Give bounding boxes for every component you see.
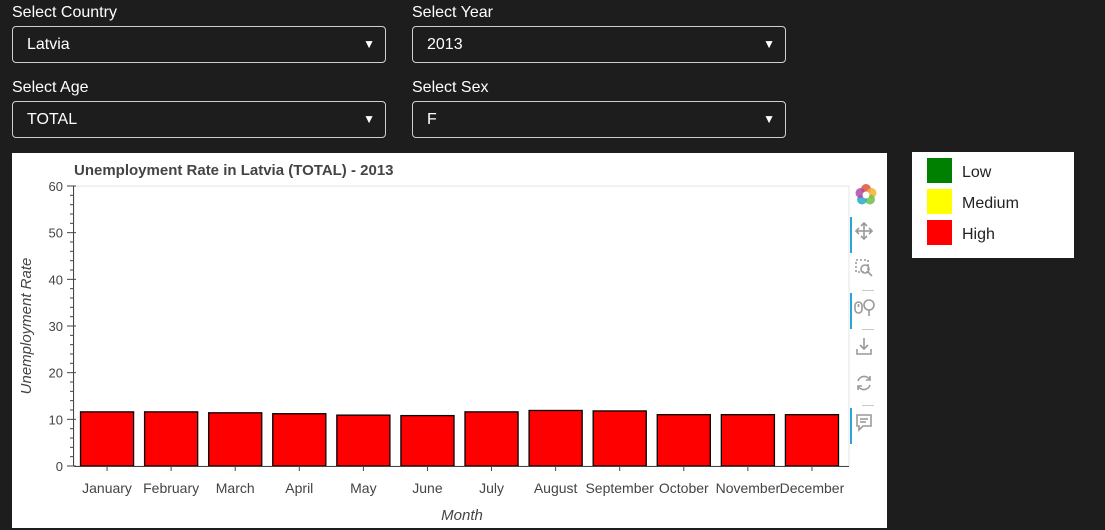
- x-tick-label: December: [780, 480, 845, 496]
- bar-march: [208, 412, 263, 467]
- legend: Low Medium High: [912, 152, 1074, 258]
- chart-panel[interactable]: January February March April May June July Augu…: [12, 153, 887, 528]
- x-tick-label: January: [82, 480, 132, 496]
- y-tick-label: 40: [49, 272, 63, 287]
- x-tick-label: November: [716, 480, 781, 496]
- sex-select[interactable]: F ▼: [412, 101, 786, 138]
- x-tick-label: May: [350, 480, 376, 496]
- bar-june: [400, 414, 455, 467]
- bar-may: [336, 414, 391, 467]
- y-tick-label: 30: [49, 319, 63, 334]
- country-select-value: Latvia: [27, 36, 70, 53]
- x-tick-label: August: [534, 480, 578, 496]
- box-zoom-icon[interactable]: [854, 258, 882, 286]
- bar-august: [528, 409, 583, 467]
- legend-label-medium: Medium: [962, 195, 1019, 212]
- legend-swatch-high: [927, 220, 952, 245]
- legend-label-low: Low: [962, 164, 992, 181]
- x-tick-label: October: [659, 480, 709, 496]
- x-tick-label: June: [412, 480, 443, 496]
- age-select-value: TOTAL: [27, 111, 78, 128]
- wheel-zoom-icon[interactable]: [854, 297, 882, 325]
- age-select[interactable]: TOTAL ▼: [12, 101, 386, 138]
- save-icon[interactable]: [854, 336, 882, 364]
- x-tick-label: July: [479, 480, 504, 496]
- bar-chart[interactable]: January February March April May June July Augu…: [12, 153, 887, 528]
- y-tick-label: 0: [56, 459, 63, 474]
- dropdown-arrow-icon: ▼: [763, 112, 775, 126]
- pan-active-indicator: [850, 217, 852, 253]
- sex-select-value: F: [427, 111, 437, 128]
- legend-item-low: Low: [927, 158, 1067, 184]
- y-tick-label: 20: [49, 366, 63, 381]
- legend-swatch-medium: [927, 189, 952, 214]
- legend-item-high: High: [927, 220, 1067, 246]
- country-label: Select Country: [12, 4, 117, 21]
- legend-swatch-low: [927, 158, 952, 183]
- bokeh-logo-icon[interactable]: [854, 183, 882, 211]
- sex-label: Select Sex: [412, 79, 489, 96]
- x-axis-label: Month: [441, 507, 483, 524]
- legend-label-high: High: [962, 226, 995, 243]
- country-select[interactable]: Latvia ▼: [12, 26, 386, 63]
- bar-april: [272, 413, 327, 467]
- y-tick-label: 10: [49, 412, 63, 427]
- toolbar-divider: [862, 405, 874, 406]
- age-label: Select Age: [12, 79, 89, 96]
- x-tick-label: March: [216, 480, 255, 496]
- wheel-zoom-active-indicator: [850, 293, 852, 329]
- dropdown-arrow-icon: ▼: [763, 37, 775, 51]
- toolbar-divider: [862, 329, 874, 330]
- bar-september: [592, 410, 647, 467]
- pan-icon[interactable]: [854, 221, 882, 249]
- bar-december: [784, 414, 840, 467]
- x-tick-label: April: [285, 480, 313, 496]
- toolbar-divider: [862, 290, 874, 291]
- year-select-value: 2013: [427, 36, 463, 53]
- bar-january: [79, 411, 135, 467]
- reset-icon[interactable]: [854, 373, 882, 401]
- year-select[interactable]: 2013 ▼: [412, 26, 786, 63]
- dropdown-arrow-icon: ▼: [363, 37, 375, 51]
- bar-october: [656, 414, 711, 467]
- bar-july: [464, 411, 519, 467]
- bar-november: [720, 414, 776, 467]
- hover-active-indicator: [850, 408, 852, 444]
- y-axis-label: Unemployment Rate: [18, 258, 35, 395]
- legend-item-medium: Medium: [927, 189, 1067, 215]
- x-tick-label: February: [143, 480, 199, 496]
- chart-toolbar: [850, 183, 887, 453]
- chart-title: Unemployment Rate in Latvia (TOTAL) - 20…: [74, 162, 394, 179]
- y-tick-label: 60: [49, 179, 63, 194]
- year-label: Select Year: [412, 4, 493, 21]
- x-tick-label: September: [585, 480, 654, 496]
- bar-february: [143, 411, 199, 467]
- hover-icon[interactable]: [854, 412, 882, 440]
- y-tick-label: 50: [49, 226, 63, 241]
- dropdown-arrow-icon: ▼: [363, 112, 375, 126]
